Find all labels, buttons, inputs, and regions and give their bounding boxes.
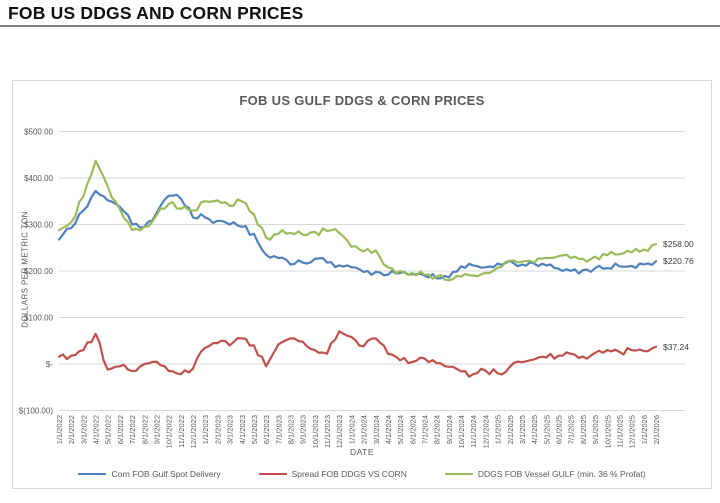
legend-label: Corn FOB Gulf Spot Delivery xyxy=(111,469,221,479)
x-tick-label: 5/1/2022 xyxy=(104,415,113,444)
x-tick-label: 8/1/2024 xyxy=(433,415,442,444)
x-tick-label: 3/1/2023 xyxy=(226,415,235,444)
legend-item-ddgs: DDGS FOB Vessel GULF (min. 36 % Profat) xyxy=(444,469,646,479)
x-tick-label: 12/1/2024 xyxy=(481,415,490,448)
x-tick-label: 7/1/2025 xyxy=(567,415,576,444)
title-underline-rule xyxy=(0,25,720,27)
x-tick-label: 1/1/2026 xyxy=(640,415,649,444)
x-tick-label: 4/1/2022 xyxy=(92,415,101,444)
legend-swatch-spread xyxy=(258,473,287,475)
x-tick-label: 2/1/2022 xyxy=(67,415,76,444)
series-end-value-label: $220.76 xyxy=(663,256,694,267)
x-tick-label: 8/1/2022 xyxy=(140,415,149,444)
y-tick-label: $200.00 xyxy=(24,267,53,276)
x-tick-label: 4/1/2024 xyxy=(384,415,393,444)
x-tick-label: 8/1/2025 xyxy=(579,415,588,444)
x-tick-label: 10/1/2023 xyxy=(311,415,320,448)
series-end-value-label: $37.24 xyxy=(663,341,689,352)
y-tick-label: $(100.00) xyxy=(19,406,54,415)
legend-label: DDGS FOB Vessel GULF (min. 36 % Profat) xyxy=(477,469,646,479)
x-tick-label: 7/1/2023 xyxy=(274,415,283,444)
x-tick-label: 11/1/2024 xyxy=(469,415,478,448)
x-tick-label: 10/1/2022 xyxy=(165,415,174,448)
x-tick-label: 11/1/2025 xyxy=(615,415,624,448)
series-line-spread xyxy=(57,330,658,378)
x-tick-label: 5/1/2024 xyxy=(396,415,405,444)
x-tick-label: 8/1/2023 xyxy=(286,415,295,444)
x-tick-label: 6/1/2025 xyxy=(555,415,564,444)
series-line-ddgs xyxy=(57,159,658,282)
legend-swatch-ddgs xyxy=(444,473,473,475)
x-tick-label: 11/1/2023 xyxy=(323,415,332,448)
x-tick-label: 5/1/2025 xyxy=(542,415,551,444)
legend-swatch-corn xyxy=(78,473,107,475)
chart-plot-area: $500.00 $400.00 $300.00 $200.00 $100.00 $- $(1… xyxy=(19,127,685,448)
x-tick-label: 11/1/2022 xyxy=(177,415,186,448)
x-tick-label: 9/1/2024 xyxy=(445,415,454,444)
x-tick-label: 2/1/2025 xyxy=(506,415,515,444)
x-tick-label: 3/1/2022 xyxy=(79,415,88,444)
x-tick-label: 2/1/2024 xyxy=(360,415,369,444)
x-tick-label: 10/1/2024 xyxy=(457,415,466,448)
x-tick-label: 1/1/2025 xyxy=(494,415,503,444)
x-tick-label: 12/1/2022 xyxy=(189,415,198,448)
chart-container: FOB US GULF DDGS & CORN PRICES DOLLARS P… xyxy=(12,80,712,489)
x-tick-label: 7/1/2024 xyxy=(421,415,430,444)
y-tick-label: $500.00 xyxy=(24,127,53,136)
x-tick-label: 1/1/2022 xyxy=(55,415,64,444)
x-tick-label: 3/1/2024 xyxy=(372,415,381,444)
x-axis-title: DATE xyxy=(349,447,375,457)
y-tick-label: $- xyxy=(46,360,53,369)
x-tick-label: 10/1/2025 xyxy=(603,415,612,448)
x-tick-label: 12/1/2025 xyxy=(628,415,637,448)
legend-label: Spread FOB DDGS VS CORN xyxy=(291,469,407,479)
chart-legend: Corn FOB Gulf Spot Delivery Spread FOB DD… xyxy=(13,469,711,479)
x-tick-label: 5/1/2023 xyxy=(250,415,259,444)
x-tick-label: 4/1/2025 xyxy=(530,415,539,444)
x-tick-label: 4/1/2023 xyxy=(238,415,247,444)
x-tick-label: 2/1/2023 xyxy=(213,415,222,444)
x-tick-label: 9/1/2022 xyxy=(152,415,161,444)
y-tick-label: $100.00 xyxy=(24,313,53,322)
y-tick-label: $300.00 xyxy=(24,220,53,229)
x-tick-label: 9/1/2025 xyxy=(591,415,600,444)
x-tick-label: 1/1/2023 xyxy=(201,415,210,444)
legend-item-spread: Spread FOB DDGS VS CORN xyxy=(258,469,407,479)
x-tick-label: 2/1/2026 xyxy=(652,415,661,444)
series-end-value-label: $258.00 xyxy=(663,239,694,250)
x-tick-label: 3/1/2025 xyxy=(518,415,527,444)
chart-title: FOB US GULF DDGS & CORN PRICES xyxy=(239,93,485,108)
series-line-corn xyxy=(57,189,658,280)
y-tick-label: $400.00 xyxy=(24,174,53,183)
x-tick-label: 6/1/2023 xyxy=(262,415,271,444)
x-tick-label: 1/1/2024 xyxy=(347,415,356,444)
x-tick-label: 6/1/2024 xyxy=(408,415,417,444)
x-tick-label: 7/1/2022 xyxy=(128,415,137,444)
legend-item-corn: Corn FOB Gulf Spot Delivery xyxy=(78,469,221,479)
x-tick-label: 12/1/2023 xyxy=(335,415,344,448)
x-tick-label: 9/1/2023 xyxy=(299,415,308,444)
x-tick-label: 6/1/2022 xyxy=(116,415,125,444)
page-title: FOB US DDGS AND CORN PRICES xyxy=(8,3,304,23)
